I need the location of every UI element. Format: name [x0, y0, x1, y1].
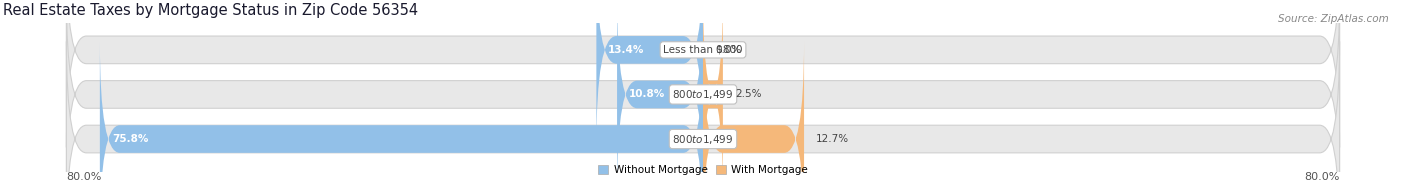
FancyBboxPatch shape	[66, 41, 1340, 195]
FancyBboxPatch shape	[617, 0, 703, 192]
Text: $800 to $1,499: $800 to $1,499	[672, 88, 734, 101]
Text: 10.8%: 10.8%	[628, 90, 665, 99]
FancyBboxPatch shape	[703, 41, 804, 195]
Text: Source: ZipAtlas.com: Source: ZipAtlas.com	[1278, 14, 1389, 24]
FancyBboxPatch shape	[596, 0, 703, 147]
Text: Less than $800: Less than $800	[664, 45, 742, 55]
FancyBboxPatch shape	[66, 0, 1340, 192]
FancyBboxPatch shape	[66, 0, 1340, 147]
Text: $800 to $1,499: $800 to $1,499	[672, 133, 734, 145]
Text: 80.0%: 80.0%	[66, 172, 101, 183]
Text: 75.8%: 75.8%	[112, 134, 148, 144]
Legend: Without Mortgage, With Mortgage: Without Mortgage, With Mortgage	[593, 161, 813, 179]
FancyBboxPatch shape	[703, 0, 723, 192]
Text: Real Estate Taxes by Mortgage Status in Zip Code 56354: Real Estate Taxes by Mortgage Status in …	[3, 3, 418, 18]
Text: 13.4%: 13.4%	[609, 45, 645, 55]
FancyBboxPatch shape	[100, 41, 703, 195]
Text: 12.7%: 12.7%	[815, 134, 849, 144]
Text: 2.5%: 2.5%	[735, 90, 761, 99]
Text: 80.0%: 80.0%	[1305, 172, 1340, 183]
Text: 0.0%: 0.0%	[714, 45, 741, 55]
